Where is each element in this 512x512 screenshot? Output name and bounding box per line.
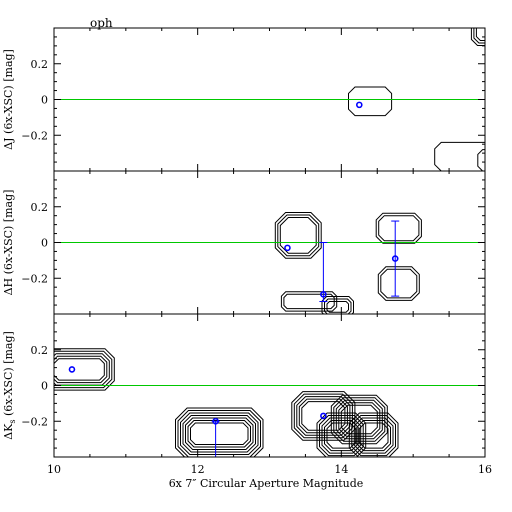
contour-J-1-ring-0 (434, 141, 485, 171)
y-tick-label-J-1: 0 (41, 94, 48, 107)
contours-J (348, 28, 485, 171)
contour-H-1-ring-0 (378, 215, 420, 242)
object-label: oph (90, 16, 113, 30)
contour-Ks-5-ring-4 (348, 412, 399, 457)
contour-Ks-2-ring-0 (301, 401, 346, 431)
contour-H-3-ring-1 (280, 291, 338, 312)
contour-Ks-1-ring-1 (187, 420, 251, 448)
y-tick-label-J-2: −0.2 (21, 129, 48, 142)
contour-Ks-1-ring-5 (177, 410, 261, 457)
contours-H (274, 212, 422, 314)
contour-Ks-1-ring-0 (190, 422, 249, 445)
contour-Ks-3-ring-0 (340, 404, 378, 435)
contour-Ks-3-ring-1 (338, 402, 381, 437)
contour-Ks-5-ring-3 (351, 415, 396, 457)
y-tick-label-Ks-2: −0.2 (21, 415, 48, 428)
data-point-Ks-0 (68, 366, 76, 373)
contour-H-0-ring-2 (274, 212, 322, 259)
contour-H-2-ring-0 (380, 268, 418, 299)
contour-Ks-1-ring-3 (182, 415, 256, 453)
x-tick-label-1: 12 (191, 463, 205, 476)
contour-Ks-2-ring-1 (298, 398, 348, 434)
x-tick-label-3: 16 (478, 463, 492, 476)
data-point-H-0 (284, 244, 291, 252)
contour-Ks-5-ring-1 (356, 420, 391, 452)
contour-Ks-1-ring-6 (175, 407, 264, 457)
y-tick-label-H-2: −0.2 (21, 272, 48, 285)
chart-panels: 0.2 0 −0.2 ΔJ (6x-XSC) [mag] 0.2 0 −0.2 ΔH (6x-… (2, 27, 492, 476)
contour-H-3-ring-0 (283, 293, 335, 310)
contour-H-0-ring-0 (279, 217, 317, 254)
contour-H-4-ring-0 (326, 301, 349, 313)
y-axis-label-H: ΔH (6x-XSC) [mag] (2, 190, 15, 296)
panel-H: 0.2 0 −0.2 ΔH (6x-XSC) [mag] (2, 170, 486, 315)
contour-Ks-0-ring-0 (54, 358, 105, 381)
y-tick-label-Ks-1: 0 (41, 380, 48, 393)
data-point-H-2 (391, 255, 399, 262)
y-tick-label-J-0: 0.2 (31, 58, 49, 71)
contour-Ks-1-ring-2 (185, 417, 254, 450)
contour-Ks-4-ring-4 (316, 412, 367, 457)
data-point-Ks-1 (212, 417, 219, 425)
x-tick-label-2: 14 (334, 463, 348, 476)
panel-Ks: 0.2 0 −0.2 ΔKs (6x-XSC) [mag] 10 12 14 16 (2, 313, 492, 476)
contour-Ks-0-ring-4 (54, 348, 115, 391)
contour-H-4-ring-2 (321, 296, 354, 314)
x-tick-label-0: 10 (47, 463, 61, 476)
contour-Ks-5-ring-0 (358, 422, 389, 449)
contours-Ks (54, 348, 399, 457)
x-axis-label: 6x 7″ Circular Aperture Magnitude (169, 477, 364, 490)
contour-J-3-ring-0 (475, 28, 485, 41)
contour-J-3-ring-1 (473, 28, 485, 44)
data-point-J-0 (355, 101, 363, 109)
contour-Ks-1-ring-4 (180, 412, 259, 455)
contour-J-3-ring-2 (470, 28, 485, 46)
contour-J-2-ring-0 (477, 149, 485, 171)
contour-H-2-ring-1 (377, 266, 420, 301)
y-tick-label-Ks-0: 0.2 (31, 344, 49, 357)
y-tick-label-H-1: 0 (41, 237, 48, 250)
data-point-Ks-2 (320, 412, 327, 420)
contour-H-0-ring-1 (277, 214, 320, 257)
contour-H-1-ring-1 (375, 212, 422, 244)
contour-Ks-0-ring-1 (54, 355, 108, 384)
data-point-H-1 (320, 291, 327, 298)
y-axis-label-J: ΔJ (6x-XSC) [mag] (2, 49, 15, 150)
contour-Ks-5-ring-2 (353, 417, 394, 454)
y-tick-label-H-0: 0.2 (31, 201, 49, 214)
y-axis-label-Ks: ΔKs (6x-XSC) [mag] (2, 331, 17, 440)
contour-J-0-ring-0 (348, 86, 393, 117)
contour-Ks-0-ring-3 (54, 350, 113, 389)
contour-H-4-ring-1 (324, 298, 352, 314)
panel-J: 0.2 0 −0.2 ΔJ (6x-XSC) [mag] (2, 27, 486, 172)
